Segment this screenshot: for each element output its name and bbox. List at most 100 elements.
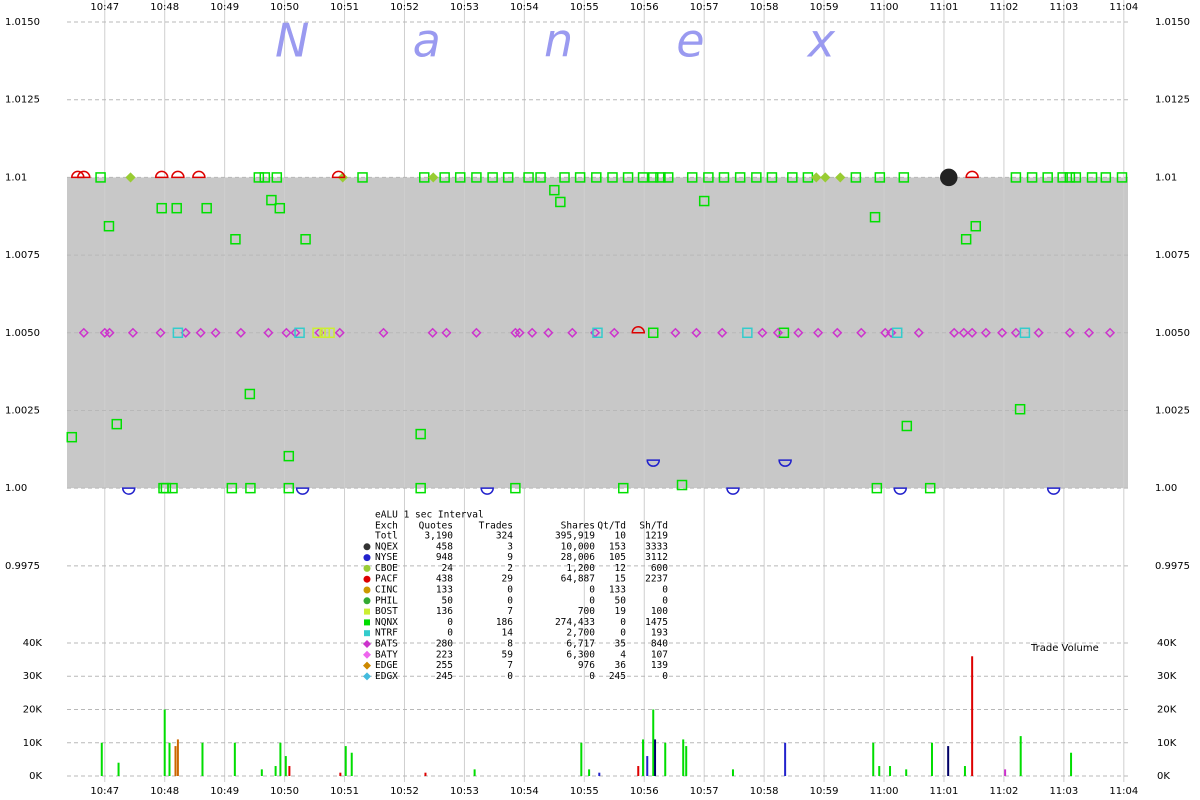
trade-marker bbox=[869, 211, 881, 223]
trade-marker bbox=[1019, 327, 1031, 339]
table-cell: 0 bbox=[447, 617, 453, 628]
volume-bar bbox=[344, 746, 347, 777]
table-cell: CBOE bbox=[375, 563, 398, 574]
trade-marker bbox=[778, 459, 792, 467]
table-cell: NYSE bbox=[375, 552, 398, 563]
trade-marker bbox=[210, 327, 221, 338]
y-tick-label-left: 10K bbox=[23, 738, 43, 749]
volume-bar bbox=[731, 769, 734, 777]
x-tick-label: 10:51 bbox=[330, 2, 359, 13]
trade-marker bbox=[253, 172, 265, 183]
trade-marker bbox=[274, 202, 286, 214]
table-cell: 245 bbox=[436, 671, 453, 682]
trade-marker bbox=[502, 172, 514, 183]
x-tick-label: 10:54 bbox=[510, 786, 539, 797]
volume-bar bbox=[947, 746, 950, 777]
trade-marker bbox=[439, 172, 450, 183]
trade-marker bbox=[1046, 487, 1061, 495]
table-cell: 36 bbox=[615, 660, 627, 671]
trade-marker bbox=[378, 327, 389, 338]
y-tick-label-right: 40K bbox=[1157, 638, 1177, 649]
x-tick-label: 10:59 bbox=[810, 786, 839, 797]
table-cell: 4 bbox=[620, 649, 626, 660]
trade-marker bbox=[618, 482, 629, 494]
y-tick-label-left: 40K bbox=[23, 638, 43, 649]
trade-marker bbox=[283, 450, 295, 462]
trade-marker bbox=[591, 172, 602, 183]
trade-marker bbox=[331, 170, 346, 179]
trade-marker bbox=[78, 327, 89, 338]
x-tick-label: 10:52 bbox=[390, 2, 419, 13]
volume-bar bbox=[117, 762, 120, 777]
trade-marker bbox=[698, 195, 710, 207]
y-tick-label-left: 1.0150 bbox=[5, 17, 40, 28]
volume-bar bbox=[1070, 752, 1073, 777]
trade-marker bbox=[357, 172, 368, 183]
x-tick-label: 10:56 bbox=[630, 786, 659, 797]
trade-marker bbox=[155, 327, 166, 338]
trade-marker bbox=[980, 327, 991, 338]
trade-marker bbox=[850, 172, 862, 183]
table-header: Trades bbox=[479, 521, 513, 532]
trade-marker bbox=[263, 327, 274, 338]
volume-bar bbox=[588, 769, 591, 777]
x-tick-label: 10:50 bbox=[270, 2, 299, 13]
table-cell: 6,717 bbox=[566, 639, 595, 650]
x-tick-label: 11:01 bbox=[930, 2, 959, 13]
trade-marker bbox=[856, 327, 867, 338]
table-cell: NQEX bbox=[375, 541, 398, 552]
table-cell: 0 bbox=[662, 585, 668, 596]
volume-bar bbox=[878, 766, 881, 777]
y-tick-label-left: 20K bbox=[23, 704, 43, 715]
legend-marker bbox=[363, 672, 371, 681]
table-cell: 280 bbox=[436, 639, 453, 650]
x-tick-label: 10:56 bbox=[630, 2, 659, 13]
trade-marker bbox=[717, 327, 728, 338]
trade-marker bbox=[574, 172, 586, 183]
volume-bar bbox=[424, 772, 427, 777]
table-cell: 2,700 bbox=[566, 628, 595, 639]
table-cell: NQNX bbox=[375, 617, 398, 628]
table-cell: 700 bbox=[578, 606, 595, 617]
plot-base: 10:47 10:48 10:49 10:50 10:51 10:52 10:53 10:54… bbox=[5, 0, 1190, 797]
table-header: Sh/Td bbox=[639, 521, 668, 532]
volume-bar bbox=[685, 746, 688, 777]
trade-marker bbox=[104, 327, 115, 338]
trade-marker bbox=[171, 170, 185, 179]
trade-marker bbox=[1064, 172, 1076, 183]
y-tick-label-right: 1.0075 bbox=[1155, 250, 1190, 261]
table-cell: 2237 bbox=[645, 574, 668, 585]
x-tick-label: 10:53 bbox=[450, 2, 479, 13]
x-tick-label: 10:57 bbox=[690, 786, 719, 797]
table-cell: 153 bbox=[609, 541, 626, 552]
trade-marker bbox=[646, 459, 660, 467]
volume-bar bbox=[176, 739, 179, 777]
y-tick-label-left: 1.0125 bbox=[5, 95, 40, 106]
trade-marker bbox=[647, 172, 659, 183]
table-cell: 136 bbox=[436, 606, 453, 617]
x-tick-label: 11:01 bbox=[930, 786, 959, 797]
trade-marker bbox=[559, 172, 570, 183]
table-cell: 107 bbox=[651, 649, 668, 660]
volume-bar bbox=[350, 752, 353, 777]
legend-marker bbox=[363, 554, 371, 562]
volume-bar bbox=[168, 742, 171, 777]
trade-marker bbox=[415, 482, 426, 494]
trade-marker bbox=[192, 170, 206, 179]
legend-marker bbox=[364, 630, 370, 637]
volume-bar bbox=[174, 746, 177, 777]
y-tick-label-right: 0.9975 bbox=[1155, 561, 1190, 572]
x-tick-label: 11:02 bbox=[990, 2, 1019, 13]
volume-bar bbox=[473, 769, 476, 777]
table-cell: CINC bbox=[375, 585, 398, 596]
trade-marker bbox=[965, 170, 979, 179]
trade-marker bbox=[592, 327, 603, 339]
trade-marker bbox=[171, 202, 182, 214]
table-cell: 2 bbox=[507, 563, 513, 574]
legend-marker bbox=[363, 640, 371, 648]
trade-marker bbox=[637, 172, 649, 183]
x-tick-label: 11:04 bbox=[1109, 786, 1138, 797]
trade-marker bbox=[441, 327, 452, 338]
